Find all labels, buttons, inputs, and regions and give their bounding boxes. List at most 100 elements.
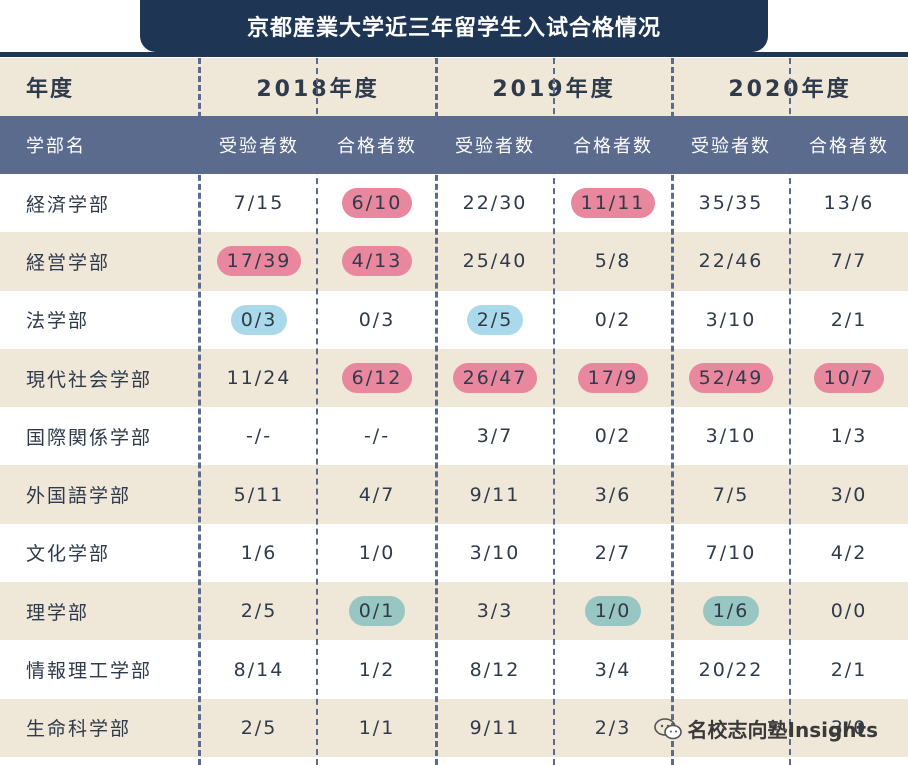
divider-2018-mid [316,58,318,765]
divider-2019-mid [553,58,555,765]
cell-value: 7/5 [712,483,750,506]
year-2020: 2020年度 [728,77,852,102]
table-cell: 3/10 [436,524,554,582]
cell-value: 3/6 [594,483,632,506]
cell-value: 4/7 [358,483,396,506]
cell-value: 2/7 [594,541,632,564]
table-cell: 10/7 [790,349,908,407]
cell-value: 5/8 [594,250,632,273]
cell-value: 7/7 [830,250,868,273]
cell-value: 3/10 [705,425,757,448]
year-2018: 2018年度 [256,77,380,102]
table-cell: 1/3 [790,407,908,465]
table-cell: 20/22 [672,640,790,698]
cell-value: 11/24 [226,367,292,390]
cell-value: 7/15 [233,192,285,215]
cell-value: -/- [245,425,273,448]
cell-value: 3/10 [469,541,521,564]
table-cell: 4/2 [790,524,908,582]
highlighted-value: 52/49 [688,363,774,394]
highlighted-value: 26/47 [452,363,538,394]
year-header-row: 年度 2018年度 2019年度 2020年度 [0,58,908,116]
table-cell: 1/6 [672,582,790,640]
watermark-text: 名校志向塾Insights [687,718,878,742]
table-cell: 11/11 [554,174,672,232]
faculty-name: 現代社会学部 [26,368,153,391]
table-cell: 0/1 [318,582,436,640]
cell-value: -/- [363,425,391,448]
cell-value: 2/1 [830,308,868,331]
table-cell: 2/7 [554,524,672,582]
highlighted-value: 17/39 [216,246,302,277]
table-cell: 35/35 [672,174,790,232]
cell-value: 1/2 [358,658,396,681]
admission-table: 年度 2018年度 2019年度 2020年度 学部名 受验者数 合格者数 受验… [0,58,908,757]
year-2019: 2019年度 [492,77,616,102]
faculty-column-header: 学部名 [26,136,86,157]
table-cell: 25/40 [436,232,554,290]
highlighted-value: 0/3 [230,304,288,335]
highlighted-value: 6/10 [341,188,413,219]
cell-value: 5/11 [233,483,285,506]
table-cell: 7/10 [672,524,790,582]
faculty-name: 経済学部 [26,193,111,216]
col-header-passed-2020: 合格者数 [809,136,889,157]
cell-value: 35/35 [698,192,764,215]
table-body: 経済学部 7/15 6/10 22/30 11/11 35/35 13/6 経営学部 17/39… [0,174,908,757]
divider-2018 [198,58,201,765]
title-underline [0,52,908,57]
cell-value: 22/30 [462,192,528,215]
wechat-icon [653,717,682,739]
cell-value: 2/3 [594,716,632,739]
cell-value: 8/12 [469,658,521,681]
table-cell: 9/11 [436,465,554,523]
table-cell: 0/3 [318,291,436,349]
faculty-name: 外国語学部 [26,485,132,508]
cell-value: 0/0 [830,600,868,623]
highlighted-value: 10/7 [813,363,885,394]
table-cell: 3/10 [672,291,790,349]
col-header-applicants-2020: 受验者数 [691,136,771,157]
table-cell: 7/15 [200,174,318,232]
faculty-name: 情報理工学部 [26,660,153,683]
faculty-name: 文化学部 [26,543,111,566]
table-cell: 3/10 [672,407,790,465]
cell-value: 3/0 [830,716,868,739]
table-cell: 26/47 [436,349,554,407]
table-cell: 13/6 [790,174,908,232]
highlighted-value: 17/9 [577,363,649,394]
table-cell: -/- [200,407,318,465]
table-cell: 1/0 [318,524,436,582]
table-cell: 2/3 [554,699,672,757]
table-cell: 8/12 [436,640,554,698]
cell-value: 0/2 [594,308,632,331]
cell-value: 0/2 [594,425,632,448]
page-title: 京都産業大学近三年留学生入试合格情况 [140,0,768,52]
cell-value: 3/7 [476,425,514,448]
col-header-passed-2019: 合格者数 [573,136,653,157]
table-cell: 2/5 [436,291,554,349]
cell-value: 7/10 [705,541,757,564]
title-bar: 京都産業大学近三年留学生入试合格情况 [0,0,908,57]
cell-value: 25/40 [462,250,528,273]
table-cell: 4/13 [318,232,436,290]
cell-value: 0/3 [358,308,396,331]
column-header-row: 学部名 受验者数 合格者数 受验者数 合格者数 受验者数 合格者数 [0,116,908,174]
table-cell: 5/8 [554,232,672,290]
table-cell: 2/1 [790,640,908,698]
highlighted-value: 1/0 [584,596,642,627]
table-cell: 3/7 [436,407,554,465]
table-cell: 8/14 [200,640,318,698]
table-row: 経済学部 7/15 6/10 22/30 11/11 35/35 13/6 [0,174,908,233]
table-cell: 9/11 [436,699,554,757]
table-cell: 22/46 [672,232,790,290]
table-cell: 0/0 [790,582,908,640]
highlighted-value: 0/1 [348,596,406,627]
table-cell: 1/2 [318,640,436,698]
cell-value: 8/14 [233,658,285,681]
watermark: 名校志向塾Insights [653,714,878,743]
table-cell: 4/7 [318,465,436,523]
table-cell: 1/0 [554,582,672,640]
table-cell: 0/2 [554,291,672,349]
faculty-name: 経営学部 [26,251,111,274]
